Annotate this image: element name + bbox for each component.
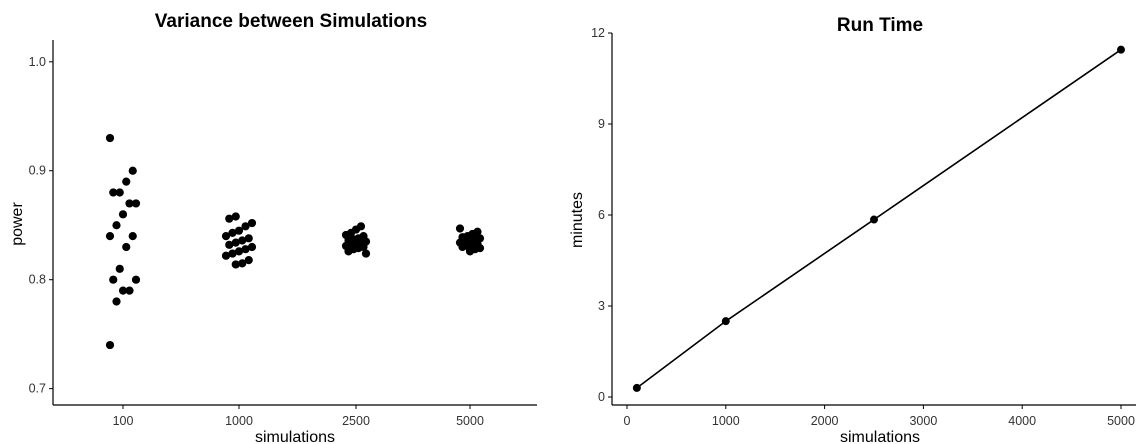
power-point: [247, 242, 257, 252]
power-point: [225, 214, 234, 223]
power-point: [231, 238, 240, 247]
y-axis-title: minutes: [569, 192, 586, 248]
power-point: [458, 242, 467, 252]
power-point: [112, 221, 121, 230]
power-point: [231, 260, 240, 269]
power-point: [122, 177, 131, 186]
chart-title: Variance between Simulations: [155, 11, 427, 32]
power-point: [234, 226, 244, 235]
y-tick-label: 3: [598, 299, 605, 313]
runtime-point: [1117, 45, 1125, 54]
x-tick-label: 4000: [1008, 414, 1036, 428]
power-point: [221, 232, 231, 241]
y-tick-label: 6: [598, 208, 605, 222]
power-point: [221, 251, 231, 260]
x-tick-label: 5000: [456, 414, 484, 428]
power-point: [118, 210, 128, 219]
y-tick-label: 0.7: [29, 382, 46, 396]
power-point: [228, 249, 237, 258]
power-point: [361, 249, 371, 258]
x-tick-label: 1000: [225, 414, 253, 428]
power-point: [131, 199, 141, 208]
power-point: [109, 188, 118, 197]
power-point: [122, 242, 131, 252]
runtime-point: [870, 215, 878, 224]
y-tick-label: 12: [591, 26, 605, 40]
runtime-panel: Run Time 0 3 6 9 12 0 1000 2000 3000 4000 5000 simul…: [569, 15, 1136, 444]
power-point: [241, 222, 250, 231]
power-point: [112, 297, 121, 306]
y-tick-label: 0: [598, 390, 605, 404]
chart-title: Run Time: [837, 15, 923, 36]
x-tick-label: 0: [624, 414, 631, 428]
y-tick-label: 1.0: [29, 55, 46, 69]
power-point: [244, 255, 253, 265]
power-point: [238, 236, 247, 245]
power-point: [109, 275, 118, 284]
x-tick-label: 5000: [1107, 414, 1135, 428]
power-point: [115, 264, 124, 273]
x-axis-title: simulations: [255, 429, 335, 444]
x-tick-label: 2000: [811, 414, 839, 428]
power-point: [105, 133, 115, 143]
y-tick-label: 0.8: [29, 273, 46, 287]
x-tick-label: 100: [113, 414, 134, 428]
runtime-point: [632, 383, 641, 392]
power-point: [241, 245, 250, 254]
power-point: [234, 247, 244, 256]
y-tick-label: 0.9: [29, 164, 46, 178]
power-point: [465, 247, 475, 256]
y-axis-title: power: [9, 202, 26, 246]
power-point: [125, 286, 134, 295]
runtime-point: [721, 317, 730, 326]
power-point: [247, 218, 257, 228]
power-point: [231, 212, 240, 221]
y-tick-label: 9: [598, 117, 605, 131]
power-point: [455, 224, 465, 233]
power-point: [344, 247, 353, 256]
power-point: [131, 275, 141, 284]
power-point: [228, 228, 237, 237]
power-point: [128, 232, 137, 241]
power-point: [128, 166, 137, 175]
power-point: [118, 286, 128, 295]
power-point: [225, 240, 234, 249]
x-tick-label: 3000: [909, 414, 937, 428]
x-axis-title: simulations: [840, 429, 920, 444]
runtime-line: [636, 49, 1122, 389]
x-tick-label: 2500: [342, 414, 370, 428]
power-point: [244, 234, 253, 243]
variance-panel: Variance between Simulations 0.7 0.8 0.9 1.0…: [9, 11, 537, 444]
power-point: [115, 188, 124, 197]
x-tick-label: 1000: [712, 414, 740, 428]
power-point: [105, 232, 115, 241]
power-point: [105, 340, 115, 350]
power-point: [238, 259, 247, 268]
power-point: [125, 199, 134, 208]
